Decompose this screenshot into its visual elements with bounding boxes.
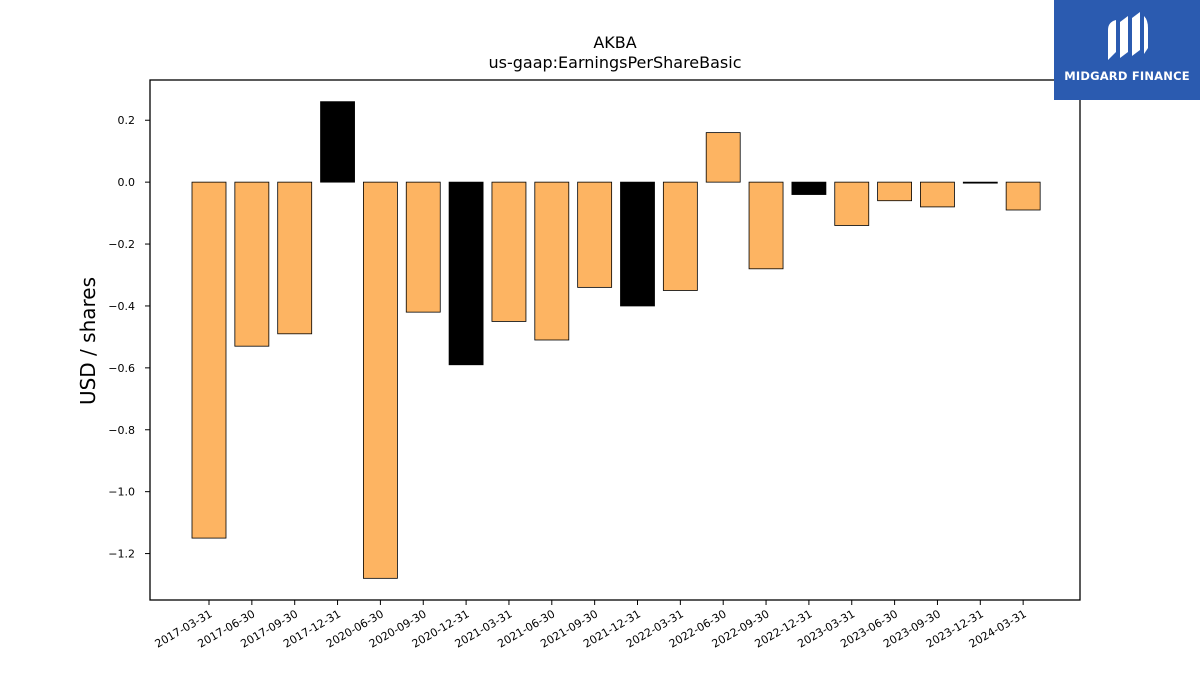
bar-2020-12-31: [448, 181, 484, 366]
y-axis-ticks: 0.2 0.0 −0.2 −0.4 −0.6 −0.8 −1.0 −1.2: [108, 114, 150, 561]
bar-2022-09-30: [748, 181, 784, 270]
y-tick-label: −1.2: [108, 548, 135, 561]
bar-2023-12-31: [962, 181, 998, 184]
bar-2024-03-31: [1005, 181, 1041, 211]
x-axis-ticks: 2017-03-312017-06-302017-09-302017-12-31…: [153, 600, 1029, 651]
bar-2021-12-31: [620, 181, 655, 307]
bar-2022-03-31: [662, 181, 698, 291]
bar-2022-06-30: [705, 132, 741, 183]
chart-title: AKBA: [593, 33, 636, 52]
midgard-logo-icon: [1108, 12, 1148, 60]
bar-2020-06-30: [362, 181, 398, 579]
bar-2017-06-30: [234, 181, 270, 347]
plot-frame: [149, 79, 1081, 601]
y-tick-label: −0.4: [108, 300, 135, 313]
bar-2021-03-31: [491, 181, 527, 322]
bar-2017-03-31: [191, 181, 227, 539]
bars: [191, 101, 1041, 579]
y-tick-label: −0.2: [108, 238, 135, 251]
bar-2022-12-31: [791, 181, 827, 195]
brand-logo: MIDGARD FINANCE: [1054, 0, 1200, 100]
bar-2021-06-30: [534, 181, 570, 341]
y-axis-label: USD / shares: [76, 277, 100, 405]
y-tick-label: 0.2: [118, 114, 136, 127]
bar-2023-09-30: [920, 181, 955, 208]
y-tick-label: −0.8: [108, 424, 135, 437]
chart-subtitle: us-gaap:EarningsPerShareBasic: [488, 53, 741, 72]
y-tick-label: 0.0: [118, 176, 136, 189]
bar-2020-09-30: [405, 181, 441, 313]
y-tick-label: −1.0: [108, 486, 135, 499]
bar-2023-06-30: [877, 181, 912, 202]
brand-name: MIDGARD FINANCE: [1064, 69, 1190, 83]
bar-2017-09-30: [277, 181, 313, 335]
bar-2017-12-31: [320, 101, 355, 183]
bar-2021-09-30: [577, 181, 613, 288]
bar-2023-03-31: [834, 181, 870, 226]
y-tick-label: −0.6: [108, 362, 135, 375]
